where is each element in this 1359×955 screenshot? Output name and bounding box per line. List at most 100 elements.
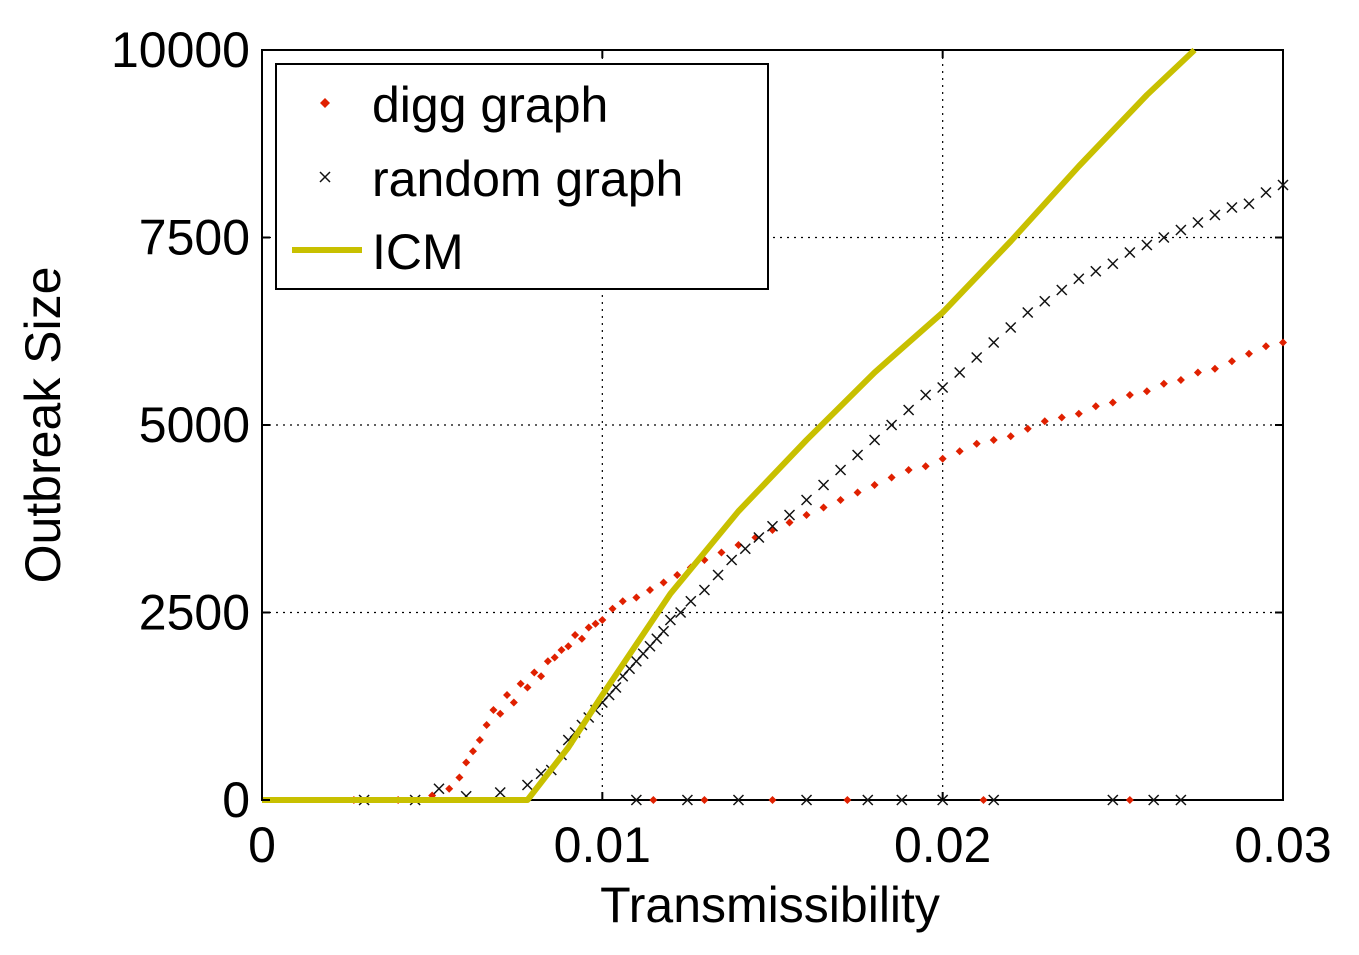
data-point: [681, 794, 693, 806]
data-point: [896, 794, 908, 806]
data-point: [783, 509, 796, 521]
data-point: [1209, 209, 1221, 221]
axis-ticks: 0 0.01 0.02 0.03 0 2500 5000 7500 10000: [111, 22, 1332, 873]
y-axis-label: Outbreak Size: [15, 267, 71, 584]
y-tick-label: 7500: [139, 210, 250, 266]
data-point: [853, 488, 862, 497]
data-point: [954, 366, 966, 379]
data-point: [753, 531, 765, 544]
data-point: [632, 593, 641, 602]
data-point: [630, 794, 642, 806]
data-point: [645, 586, 654, 594]
data-point: [818, 479, 830, 491]
data-point: [482, 721, 491, 729]
data-point: [1040, 417, 1049, 426]
data-series: [262, 47, 1289, 806]
data-point: [537, 672, 546, 681]
data-point: [494, 786, 506, 799]
data-point: [1057, 413, 1066, 422]
data-point: [659, 578, 668, 587]
data-point: [550, 653, 559, 662]
data-point: [1107, 258, 1119, 270]
y-tick-label: 0: [222, 772, 250, 828]
data-point: [445, 784, 454, 793]
data-point: [971, 351, 983, 364]
data-point: [1141, 239, 1153, 251]
data-point: [937, 381, 949, 394]
data-point: [1005, 321, 1017, 334]
data-point: [1244, 349, 1253, 358]
data-point: [1175, 224, 1187, 236]
data-point: [1090, 265, 1102, 277]
data-point: [673, 571, 682, 579]
data-point: [988, 794, 1000, 806]
data-point: [887, 473, 896, 482]
data-point: [835, 464, 847, 476]
y-tick-label: 2500: [139, 585, 250, 641]
data-point: [698, 584, 710, 596]
data-point: [1175, 794, 1187, 806]
data-point: [766, 520, 779, 532]
legend: digg graph random graph ICM: [275, 63, 769, 290]
legend-label-digg-graph: digg graph: [372, 77, 608, 133]
data-point: [1158, 231, 1170, 244]
data-point: [1227, 357, 1236, 366]
data-point: [584, 623, 593, 632]
data-point: [1176, 376, 1185, 384]
data-point: [938, 454, 947, 463]
y-tick-label: 10000: [111, 22, 250, 78]
data-point: [564, 642, 573, 651]
data-point: [843, 796, 852, 804]
data-point: [1260, 186, 1272, 199]
data-point: [1277, 179, 1289, 191]
data-point: [1148, 794, 1160, 806]
data-point: [801, 494, 813, 506]
data-point: [870, 481, 879, 489]
data-point: [618, 597, 627, 606]
data-point: [717, 548, 726, 557]
data-point: [1261, 342, 1270, 351]
x-tick-label: 0.01: [554, 817, 651, 873]
data-point: [1006, 432, 1015, 441]
data-point: [475, 736, 484, 744]
data-point: [1159, 379, 1168, 388]
data-point: [955, 447, 964, 456]
data-point: [904, 466, 913, 474]
data-point: [1142, 387, 1151, 396]
data-point: [1073, 273, 1085, 285]
grid-lines: [262, 50, 1283, 800]
data-point: [1074, 409, 1083, 418]
data-point: [523, 683, 532, 692]
data-point: [543, 657, 552, 666]
data-point: [700, 796, 709, 804]
data-point: [509, 698, 518, 707]
data-point: [1193, 368, 1202, 377]
data-point: [801, 794, 813, 806]
icm-line: [262, 47, 1197, 803]
data-point: [608, 604, 617, 613]
data-point: [1022, 306, 1034, 319]
data-point: [591, 619, 600, 628]
data-point: [557, 646, 566, 654]
data-point: [598, 616, 607, 624]
data-point: [802, 511, 811, 519]
data-point: [1091, 402, 1100, 411]
data-point: [1125, 796, 1134, 804]
data-point: [712, 569, 724, 581]
x-axis-label: Transmissibility: [600, 877, 940, 933]
data-point: [489, 706, 498, 714]
data-point: [836, 496, 845, 504]
x-tick-label: 0.02: [894, 817, 991, 873]
data-point: [1210, 364, 1219, 373]
data-point: [503, 691, 512, 699]
data-point: [469, 747, 478, 756]
data-point: [768, 796, 777, 804]
data-point: [1226, 201, 1238, 214]
data-point: [462, 758, 471, 767]
x-tick-label: 0.03: [1234, 817, 1331, 873]
legend-label-icm: ICM: [372, 224, 464, 280]
data-point: [862, 794, 874, 806]
data-point: [732, 794, 744, 806]
data-point: [1108, 398, 1117, 407]
